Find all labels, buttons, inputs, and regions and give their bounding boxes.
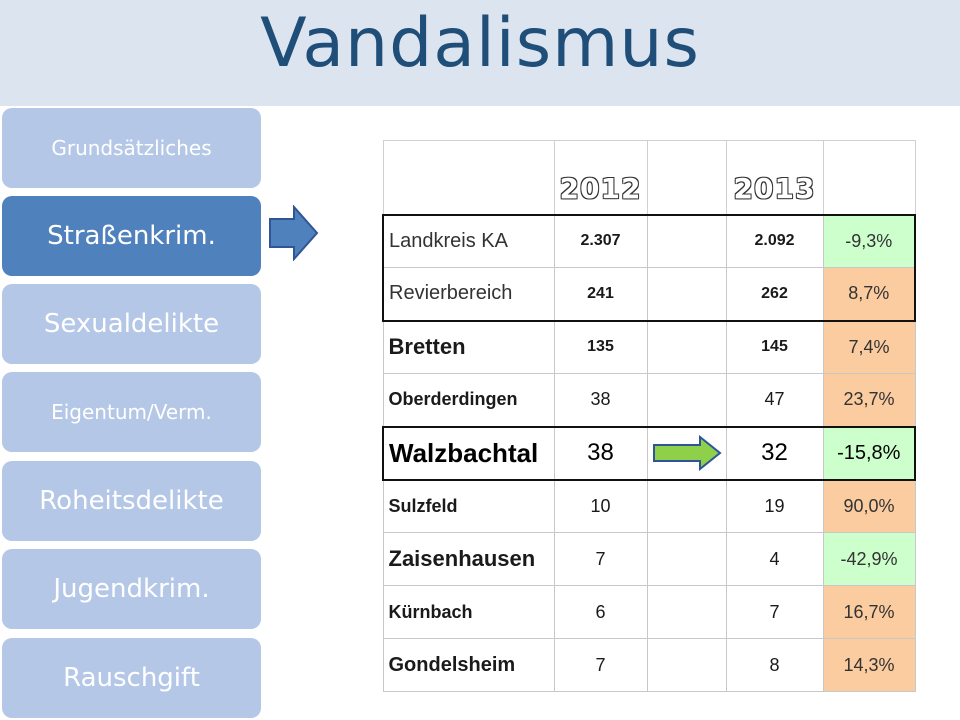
row-name: Kürnbach <box>382 585 555 639</box>
value-2013: 7 <box>725 585 824 639</box>
nav-label: Roheitsdelikte <box>39 486 224 516</box>
nav-label: Jugendkrim. <box>53 574 210 604</box>
value-2012: 135 <box>553 320 648 374</box>
nav-item-rauschgift[interactable]: Rauschgift <box>2 638 261 718</box>
value-2012: 6 <box>553 585 648 639</box>
row-name: Walzbachtal <box>382 425 555 481</box>
nav-label: Grundsätzliches <box>51 136 212 160</box>
slide-header: Vandalismus <box>0 0 960 106</box>
nav-item-sexualdelikte[interactable]: Sexualdelikte <box>2 284 261 364</box>
value-2013: 262 <box>725 267 824 322</box>
spacer-cell <box>646 320 727 374</box>
table-row: Revierbereich 241 262 8,7% <box>382 267 916 322</box>
nav-item-eigentum-verm[interactable]: Eigentum/Verm. <box>2 372 261 452</box>
table-row: Landkreis KA 2.307 2.092 -9,3% <box>382 213 916 268</box>
value-2012: 38 <box>553 373 648 427</box>
row-name: Landkreis KA <box>382 213 555 268</box>
nav-label: Eigentum/Verm. <box>51 400 212 424</box>
row-name: Oberderdingen <box>382 373 555 427</box>
spacer-cell <box>646 373 727 427</box>
right-arrow-icon <box>652 435 722 471</box>
value-2013: 8 <box>725 638 824 692</box>
spacer-cell <box>646 267 727 322</box>
year-2012-header: 2012 <box>553 140 648 215</box>
slide-title: Vandalismus <box>260 4 700 83</box>
nav-item-roheitsdelikte[interactable]: Roheitsdelikte <box>2 461 261 541</box>
value-2013: 19 <box>725 479 824 533</box>
header-empty-cell <box>822 140 916 215</box>
row-name: Bretten <box>382 320 555 374</box>
change-percent: -15,8% <box>822 425 916 481</box>
table-row: Oberderdingen 38 47 23,7% <box>382 373 916 427</box>
table-row-highlighted: Walzbachtal 38 32 -15,8% <box>382 425 916 481</box>
spacer-cell <box>646 532 727 586</box>
spacer-cell <box>646 479 727 533</box>
right-arrow-icon <box>269 205 319 261</box>
nav-item-jugendkrim[interactable]: Jugendkrim. <box>2 549 261 629</box>
table-row: Gondelsheim 7 8 14,3% <box>382 638 916 692</box>
nav-label: Straßenkrim. <box>47 221 216 251</box>
change-percent: 14,3% <box>822 638 916 692</box>
table-row: Sulzfeld 10 19 90,0% <box>382 479 916 533</box>
change-percent: 8,7% <box>822 267 916 322</box>
value-2012: 2.307 <box>553 213 648 268</box>
change-percent: 23,7% <box>822 373 916 427</box>
change-percent: 90,0% <box>822 479 916 533</box>
header-empty-cell <box>382 140 555 215</box>
value-2012: 7 <box>553 532 648 586</box>
table-row: Bretten 135 145 7,4% <box>382 320 916 374</box>
change-percent: -42,9% <box>822 532 916 586</box>
value-2012: 38 <box>553 425 648 481</box>
header-empty-cell <box>646 140 727 215</box>
row-name: Zaisenhausen <box>382 532 555 586</box>
table-header-row: 2012 2013 <box>382 140 916 215</box>
spacer-cell <box>646 213 727 268</box>
nav-label: Sexualdelikte <box>43 309 220 339</box>
value-2013: 2.092 <box>725 213 824 268</box>
row-name: Sulzfeld <box>382 479 555 533</box>
value-2013: 4 <box>725 532 824 586</box>
change-percent: -9,3% <box>822 213 916 268</box>
row-name: Revierbereich <box>382 267 555 322</box>
statistics-table: 2012 2013 Landkreis KA 2.307 2.092 -9,3%… <box>382 140 916 692</box>
change-percent: 7,4% <box>822 320 916 374</box>
year-2013-header: 2013 <box>725 140 824 215</box>
value-2013: 145 <box>725 320 824 374</box>
nav-label: Rauschgift <box>63 663 200 693</box>
table-row: Kürnbach 6 7 16,7% <box>382 585 916 639</box>
spacer-cell <box>646 638 727 692</box>
value-2012: 241 <box>553 267 648 322</box>
value-2013: 47 <box>725 373 824 427</box>
highlight-arrow-cell <box>646 425 727 481</box>
nav-item-strassenkrim[interactable]: Straßenkrim. <box>2 196 261 276</box>
change-percent: 16,7% <box>822 585 916 639</box>
value-2012: 10 <box>553 479 648 533</box>
row-name: Gondelsheim <box>382 638 555 692</box>
value-2012: 7 <box>553 638 648 692</box>
table-row: Zaisenhausen 7 4 -42,9% <box>382 532 916 586</box>
nav-item-grundsaetzliches[interactable]: Grundsätzliches <box>2 108 261 188</box>
value-2013: 32 <box>725 425 824 481</box>
spacer-cell <box>646 585 727 639</box>
